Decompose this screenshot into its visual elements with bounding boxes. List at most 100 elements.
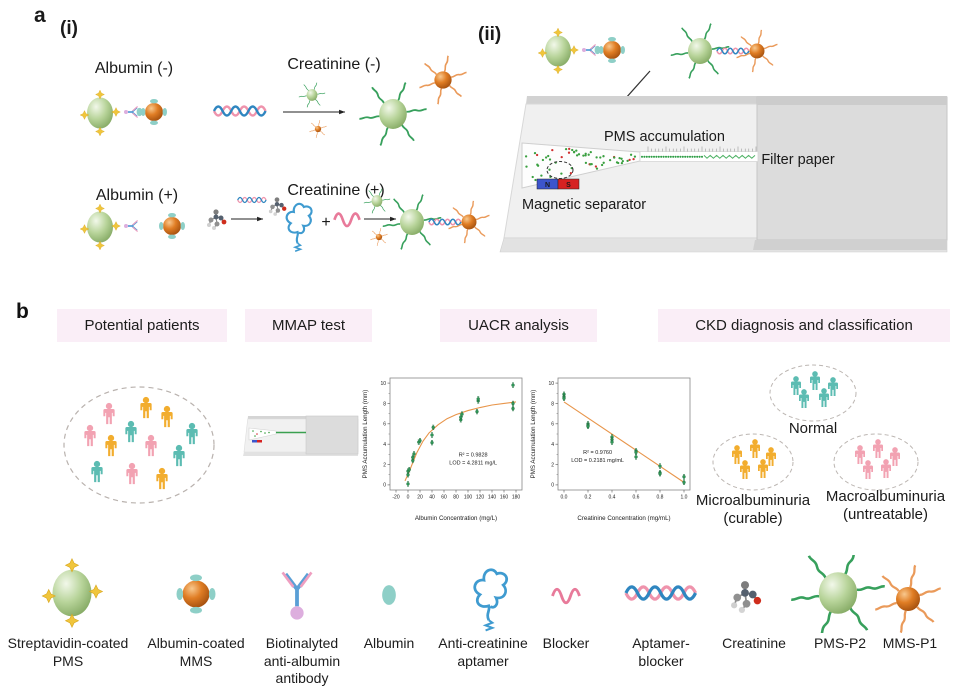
albumin-coated-mms-icon <box>159 213 185 239</box>
person-icon <box>828 377 838 396</box>
person-icon <box>740 460 750 479</box>
svg-text:40: 40 <box>429 495 435 501</box>
subpanel-ii-label: (ii) <box>478 24 501 45</box>
svg-text:6: 6 <box>551 422 554 428</box>
filter-paper-edge <box>757 97 947 105</box>
legend-item-label: PMS-P2 <box>800 635 880 653</box>
pms-p2-product-icon <box>359 82 426 146</box>
mms-p1-small-icon <box>309 120 326 138</box>
mms-p1-icon <box>843 555 955 633</box>
patients-ellipse <box>63 386 215 504</box>
person-icon <box>873 439 883 458</box>
panel-a-schematic: a (i) (ii) Albumin (-) Creatinine (-) Al… <box>34 4 948 253</box>
svg-text:R² = 0.9828: R² = 0.9828 <box>459 452 488 458</box>
stage-header-potential-patients: Potential patients <box>57 309 227 342</box>
svg-text:100: 100 <box>464 495 473 501</box>
mms-p1-product-icon <box>419 56 466 105</box>
stage-header-mmap-test: MMAP test <box>245 309 372 342</box>
normal-label: Normal <box>788 420 838 437</box>
svg-text:0.0: 0.0 <box>561 495 568 501</box>
svg-text:8: 8 <box>383 401 386 407</box>
svg-text:8: 8 <box>551 401 554 407</box>
legend-item-label: MMS-P1 <box>878 635 942 653</box>
svg-text:LOD = 4.2811 mg/L: LOD = 4.2811 mg/L <box>449 460 497 466</box>
legend-label-line: MMS-P1 <box>882 635 938 651</box>
legend-item-label: Blocker <box>535 635 597 653</box>
legend-label-line: Albumin <box>363 635 415 651</box>
person-icon <box>145 434 157 457</box>
aptamer-blocker-small-icon <box>237 196 267 204</box>
mms-p1-small-icon <box>370 228 387 246</box>
legend-label-line: Aptamer- <box>632 635 690 651</box>
svg-text:60: 60 <box>441 495 447 501</box>
filter-paper-front <box>753 240 947 250</box>
svg-text:-20: -20 <box>392 495 399 501</box>
magnetic-separator-label: Magnetic separator <box>522 197 646 213</box>
svg-text:R² = 0.9760: R² = 0.9760 <box>583 450 612 456</box>
mmap-device-thumbnail <box>243 415 359 456</box>
sample-dots <box>524 147 637 183</box>
svg-text:PMS Accumulation Length (mm): PMS Accumulation Length (mm) <box>530 390 537 479</box>
svg-text:0.4: 0.4 <box>609 495 616 501</box>
person-icon <box>103 402 115 425</box>
microalbuminuria-label: Microalbuminuria <box>695 492 811 509</box>
svg-text:180: 180 <box>512 495 521 501</box>
svg-text:20: 20 <box>417 495 423 501</box>
filter-paper-pad <box>756 96 948 241</box>
svg-text:Albumin Concentration (mg/L): Albumin Concentration (mg/L) <box>415 515 497 522</box>
pms-duplex-mms-complex-icon <box>383 194 490 250</box>
panel-b-label: b <box>16 300 29 323</box>
legend-item-label: Biotinalyted anti-albumin antibody <box>254 635 350 688</box>
svg-text:4: 4 <box>383 442 386 448</box>
svg-text:2: 2 <box>383 462 386 468</box>
person-icon <box>161 405 173 428</box>
person-icon <box>890 447 900 466</box>
person-icon <box>758 459 768 478</box>
creatinine-calibration-chart: 0.0 0.2 0.4 0.6 0.8 1.0 0 2 4 6 8 10 Creatinine Conc… <box>530 377 691 522</box>
pms-p2-small-icon <box>299 82 325 107</box>
macroalbuminuria-sublabel: (untreatable) <box>842 506 929 523</box>
mmap-device: N S PMS accumulation Filter paper Magnet… <box>499 96 948 253</box>
svg-text:4: 4 <box>551 442 554 448</box>
person-icon <box>732 445 742 464</box>
svg-text:Creatinine Concentration (mg/m: Creatinine Concentration (mg/mL) <box>577 515 670 522</box>
person-icon <box>750 439 760 458</box>
macro-ellipse <box>833 433 919 491</box>
svg-text:10: 10 <box>548 381 554 387</box>
aptamer-blocker-duplex-icon <box>212 105 267 117</box>
legend-label-line: Anti-creatinine <box>438 635 528 651</box>
person-icon <box>125 420 137 443</box>
legend-label-line: PMS-P2 <box>813 635 867 651</box>
legend-label-line: Creatinine <box>722 635 786 651</box>
svg-text:LOD = 0.2181 mg/mL: LOD = 0.2181 mg/mL <box>571 458 624 464</box>
svg-text:0: 0 <box>407 495 410 501</box>
legend-label-line: MMS <box>179 652 213 669</box>
stage-header-uacr-analysis: UACR analysis <box>440 309 597 342</box>
person-icon <box>140 396 152 419</box>
legend-label-line: Biotinalyted <box>265 635 339 651</box>
legend-label-line: aptamer <box>457 652 509 669</box>
creatinine-negative-label: Creatinine (-) <box>287 56 380 73</box>
magnet-n-label: N <box>545 182 550 189</box>
albumin-positive-label: Albumin (+) <box>96 187 178 204</box>
person-icon <box>799 389 809 408</box>
svg-text:0.6: 0.6 <box>633 495 640 501</box>
person-icon <box>791 376 801 395</box>
blocker-icon <box>333 212 361 228</box>
svg-text:0: 0 <box>383 483 386 489</box>
legend-item-label: Albumin <box>350 635 428 653</box>
svg-text:6: 6 <box>383 422 386 428</box>
microalbuminuria-group <box>712 433 794 491</box>
svg-text:120: 120 <box>476 495 485 501</box>
legend-label-line: Albumin-coated <box>147 635 245 651</box>
macroalbuminuria-group <box>833 433 919 491</box>
person-icon <box>173 444 185 467</box>
svg-text:1.0: 1.0 <box>681 495 688 501</box>
legend-label-line: Streptavidin-coated <box>7 635 129 651</box>
svg-text:0.2: 0.2 <box>585 495 592 501</box>
pms-duplex-mms-complex-icon <box>671 23 778 79</box>
svg-text:0: 0 <box>551 483 554 489</box>
micro-ellipse <box>712 433 794 491</box>
svg-text:140: 140 <box>488 495 497 501</box>
